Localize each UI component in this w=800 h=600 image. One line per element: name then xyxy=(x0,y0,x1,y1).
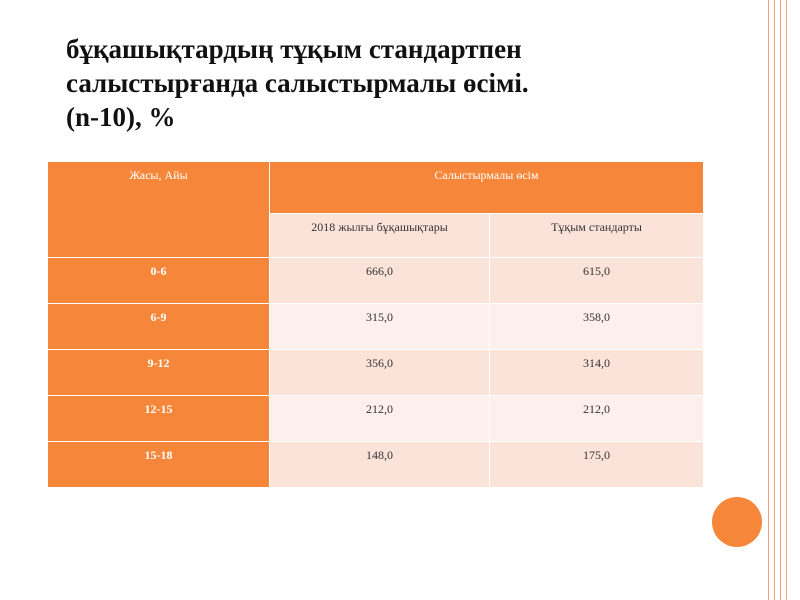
row-value-standard: 358,0 xyxy=(489,303,704,350)
table-row: 15-18 148,0 175,0 xyxy=(47,441,704,488)
table-row: 0-6 666,0 615,0 xyxy=(47,257,704,304)
row-age: 15-18 xyxy=(47,441,270,488)
table-row: 9-12 356,0 314,0 xyxy=(47,349,704,396)
growth-table: Жасы, Айы Салыстырмалы өсім 2018 жылғы б… xyxy=(47,161,704,488)
row-value-2018: 212,0 xyxy=(269,395,490,442)
frame-line xyxy=(786,0,787,600)
row-value-standard: 314,0 xyxy=(489,349,704,396)
title-block: бұқашықтардың тұқым стандартпен салыстыр… xyxy=(40,32,660,134)
row-value-2018: 356,0 xyxy=(269,349,490,396)
row-age: 6-9 xyxy=(47,303,270,350)
frame-line xyxy=(780,0,781,600)
table-row: 12-15 212,0 212,0 xyxy=(47,395,704,442)
table-row: 6-9 315,0 358,0 xyxy=(47,303,704,350)
frame-line xyxy=(774,0,775,600)
title-line: салыстырғанда салыстырмалы өсімі. xyxy=(66,68,529,98)
subheader-standard: Тұқым стандарты xyxy=(489,213,704,258)
row-value-standard: 615,0 xyxy=(489,257,704,304)
row-value-2018: 666,0 xyxy=(269,257,490,304)
header-age: Жасы, Айы xyxy=(47,161,270,258)
header-group: Салыстырмалы өсім xyxy=(269,161,704,214)
row-age: 9-12 xyxy=(47,349,270,396)
title-line: бұқашықтардың тұқым стандартпен xyxy=(66,34,522,64)
row-value-2018: 315,0 xyxy=(269,303,490,350)
row-age: 0-6 xyxy=(47,257,270,304)
header-row: Жасы, Айы Салыстырмалы өсім xyxy=(47,161,704,258)
bullet-icon xyxy=(40,38,66,134)
row-value-standard: 212,0 xyxy=(489,395,704,442)
subheader-2018: 2018 жылғы бұқашықтары xyxy=(269,213,490,258)
subheader-row: 2018 жылғы бұқашықтары Тұқым стандарты xyxy=(48,213,704,258)
decorative-circle xyxy=(712,497,762,547)
slide-title: бұқашықтардың тұқым стандартпен салыстыр… xyxy=(66,32,529,134)
frame-line xyxy=(768,0,769,600)
row-value-standard: 175,0 xyxy=(489,441,704,488)
row-age: 12-15 xyxy=(47,395,270,442)
row-value-2018: 148,0 xyxy=(269,441,490,488)
title-line: (n-10), % xyxy=(66,102,176,132)
